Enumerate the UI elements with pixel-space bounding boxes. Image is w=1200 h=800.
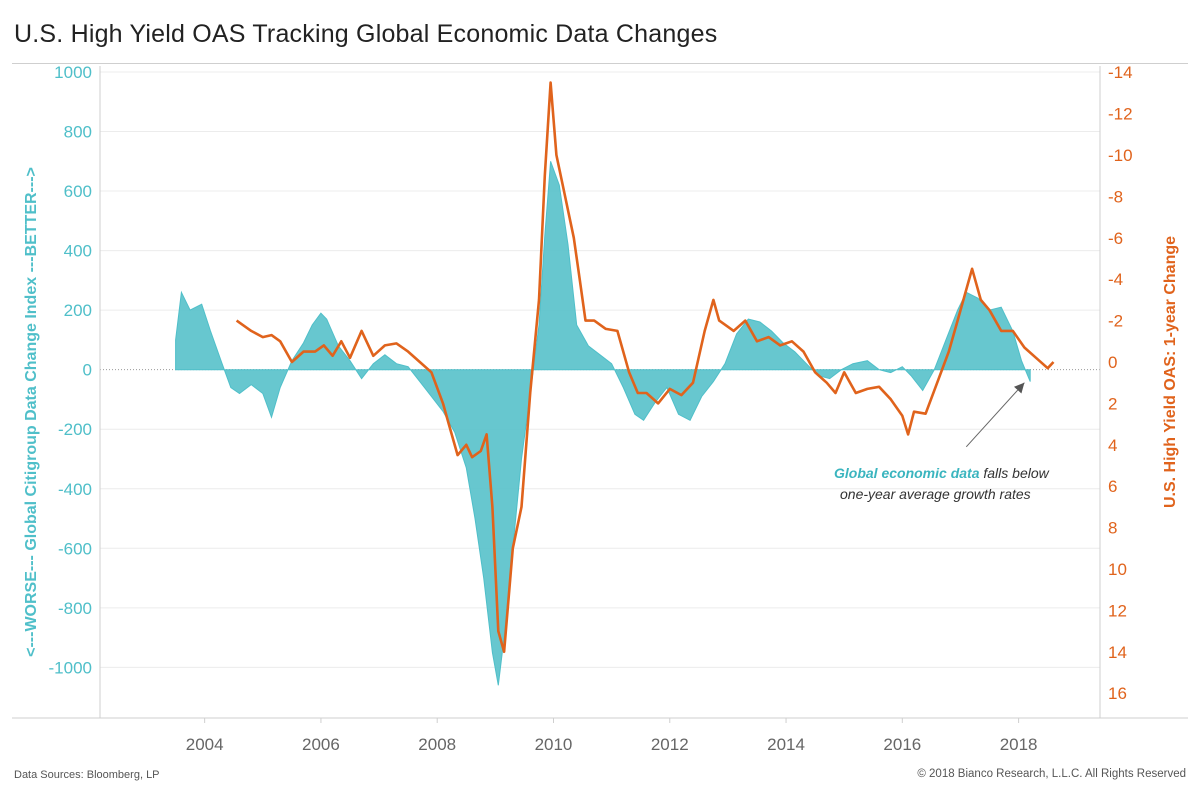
- data-source-note: Data Sources: Bloomberg, LP: [14, 769, 160, 781]
- x-tick-label: 2008: [418, 735, 456, 754]
- right-tick-label: 4: [1108, 436, 1117, 455]
- right-tick-label: 12: [1108, 601, 1127, 620]
- annotation-arrow-layer: [965, 382, 1025, 448]
- axes: 1000 800 600 400 200 0 -200 -400 -600 -800 -1000 -1…: [23, 63, 1179, 754]
- left-tick-label: 400: [64, 242, 92, 261]
- right-tick-label: -14: [1108, 63, 1133, 82]
- right-tick-label: 14: [1108, 643, 1127, 662]
- right-tick-label: 10: [1108, 560, 1127, 579]
- right-tick-label: -8: [1108, 187, 1123, 206]
- annotation-line-2: one-year average growth rates: [840, 486, 1031, 502]
- series-citi-area: [175, 161, 1031, 686]
- x-tick-label: 2006: [302, 735, 340, 754]
- x-tick-label: 2018: [1000, 735, 1038, 754]
- right-tick-label: 8: [1108, 519, 1117, 538]
- series-oas-line: [235, 81, 1055, 654]
- right-tick-label: 0: [1108, 353, 1117, 372]
- right-tick-label: -6: [1108, 229, 1123, 248]
- oas-line-layer: [235, 81, 1055, 654]
- x-tick-label: 2014: [767, 735, 805, 754]
- chart-title: U.S. High Yield OAS Tracking Global Econ…: [14, 20, 718, 48]
- x-tick-label: 2016: [883, 735, 921, 754]
- left-tick-label: 0: [83, 361, 92, 380]
- right-tick-label: -2: [1108, 312, 1123, 331]
- right-tick-label: -4: [1108, 270, 1123, 289]
- left-tick-label: -600: [58, 539, 92, 558]
- left-tick-label: -1000: [49, 658, 92, 677]
- left-tick-label: -200: [58, 420, 92, 439]
- annotation-line-1: Global economic data falls below: [834, 465, 1049, 481]
- right-tick-label: 6: [1108, 477, 1117, 496]
- right-tick-label: -12: [1108, 105, 1133, 124]
- annotation-highlight: Global economic data: [834, 465, 980, 481]
- left-tick-label: -400: [58, 480, 92, 499]
- left-tick-label: 600: [64, 182, 92, 201]
- plot-frame: [12, 66, 1188, 719]
- left-tick-label: 200: [64, 301, 92, 320]
- copyright-note: © 2018 Bianco Research, L.L.C. All Right…: [917, 768, 1186, 780]
- left-tick-label: 800: [64, 122, 92, 141]
- title-divider: [12, 63, 1188, 64]
- citi-area-layer: [175, 161, 1031, 686]
- annotation-arrow-shaft: [965, 382, 1025, 448]
- left-tick-label: 1000: [54, 63, 92, 82]
- grid-lines: [100, 71, 1100, 668]
- x-tick-label: 2004: [186, 735, 224, 754]
- annotation-line-1-rest: falls below: [979, 465, 1049, 481]
- left-axis-title: <---WORSE--- Global Citigroup Data Chang…: [23, 167, 40, 657]
- annotation-arrow-head: [1013, 382, 1025, 394]
- x-tick-label: 2012: [651, 735, 689, 754]
- right-tick-label: 16: [1108, 684, 1127, 703]
- right-tick-label: 2: [1108, 394, 1117, 413]
- right-axis-title: U.S. High Yield OAS: 1-year Change: [1162, 236, 1179, 508]
- left-tick-label: -800: [58, 599, 92, 618]
- right-tick-label: -10: [1108, 146, 1133, 165]
- x-tick-label: 2010: [535, 735, 573, 754]
